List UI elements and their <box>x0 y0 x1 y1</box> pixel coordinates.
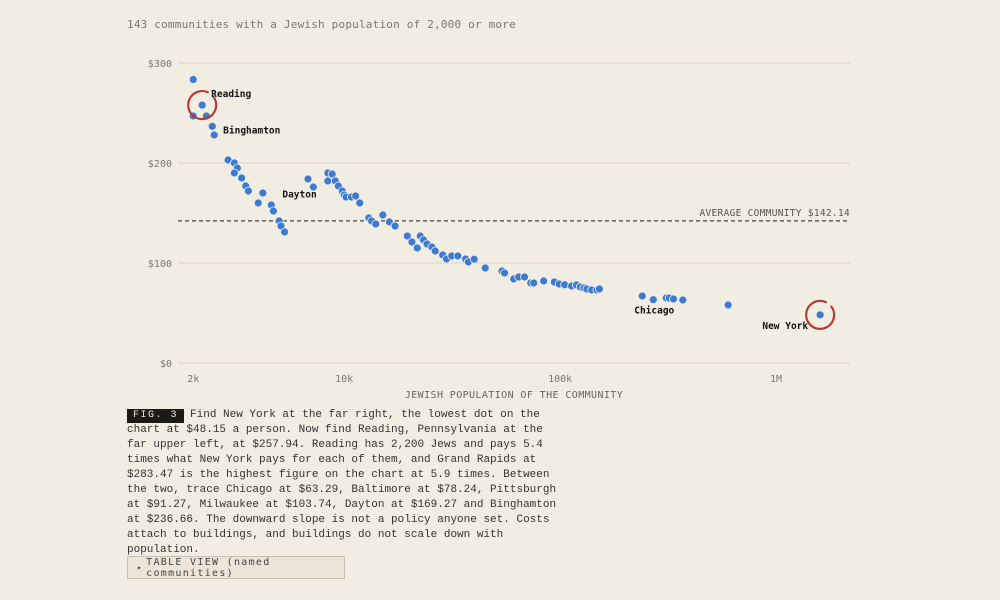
data-point <box>229 168 239 178</box>
data-point <box>209 130 219 140</box>
average-line-label: AVERAGE COMMUNITY $142.14 <box>700 208 851 219</box>
data-points <box>188 75 825 320</box>
data-point <box>207 121 217 131</box>
data-point <box>594 284 604 294</box>
city-label: Reading <box>211 89 251 100</box>
data-point <box>243 186 253 196</box>
data-point <box>480 263 490 273</box>
data-point <box>258 188 268 198</box>
data-point <box>430 246 440 256</box>
data-point <box>469 254 479 264</box>
data-point <box>355 198 365 208</box>
data-point <box>648 295 658 305</box>
city-label: Binghamton <box>223 125 280 136</box>
city-label: New York <box>762 321 808 332</box>
table-view-label: TABLE VIEW (named communities) <box>146 556 271 579</box>
data-point <box>303 174 313 184</box>
city-label: Dayton <box>282 190 316 201</box>
data-point <box>637 291 647 301</box>
grid-lines <box>178 62 850 364</box>
data-point <box>815 310 825 320</box>
data-point <box>500 268 509 278</box>
y-tick-label: $200 <box>148 159 172 170</box>
data-point <box>371 219 381 229</box>
x-tick-label: 1M <box>770 374 782 385</box>
data-point <box>529 278 539 288</box>
chart-subtitle: 143 communities with a Jewish population… <box>127 18 516 31</box>
y-tick-label: $100 <box>148 259 172 270</box>
table-view-button[interactable]: ▸ TABLE VIEW (named communities) <box>127 556 345 579</box>
x-tick-label: 10k <box>335 374 353 385</box>
figure-caption: FIG. 3 Find New York at the far right, th… <box>127 408 567 558</box>
caption-text: Find New York at the far right, the lowe… <box>127 409 557 556</box>
y-tick-label: $300 <box>148 59 172 70</box>
city-labels: Reading Binghamton Dayton Chicago New York <box>187 89 836 332</box>
x-axis-ticks: 2k 10k 100k 1M <box>187 374 782 385</box>
scatter-chart: $0 $100 $200 $300 2k 10k 100k 1M AVERAGE COMMU… <box>148 59 851 401</box>
x-tick-label: 100k <box>548 374 572 385</box>
expand-arrow-icon: ▸ <box>137 563 144 572</box>
x-tick-label: 2k <box>187 374 199 385</box>
highlight-ring <box>187 89 218 121</box>
data-point <box>351 191 361 201</box>
data-point <box>402 231 412 241</box>
data-point <box>237 173 247 183</box>
y-tick-label: $0 <box>160 359 172 370</box>
x-axis-label: JEWISH POPULATION OF THE COMMUNITY <box>405 390 623 401</box>
data-point <box>723 300 733 310</box>
data-point <box>390 221 400 231</box>
data-point <box>539 276 549 286</box>
data-point <box>323 176 333 186</box>
data-point <box>669 294 678 304</box>
data-point <box>268 206 278 216</box>
city-label: Chicago <box>634 306 674 317</box>
y-axis-ticks: $0 $100 $200 $300 <box>148 59 172 370</box>
highlight-ring <box>805 299 836 330</box>
figure-tag: FIG. 3 <box>127 409 185 423</box>
data-point <box>188 75 198 84</box>
data-point <box>280 227 290 237</box>
data-point <box>407 237 417 247</box>
data-point <box>253 198 263 208</box>
data-point <box>308 182 318 192</box>
average-line-group: AVERAGE COMMUNITY $142.14 <box>178 208 851 222</box>
data-point <box>197 100 207 110</box>
data-point <box>520 272 529 282</box>
data-point <box>412 243 422 253</box>
data-point <box>453 251 463 261</box>
data-point <box>678 295 688 305</box>
data-point <box>378 210 388 220</box>
